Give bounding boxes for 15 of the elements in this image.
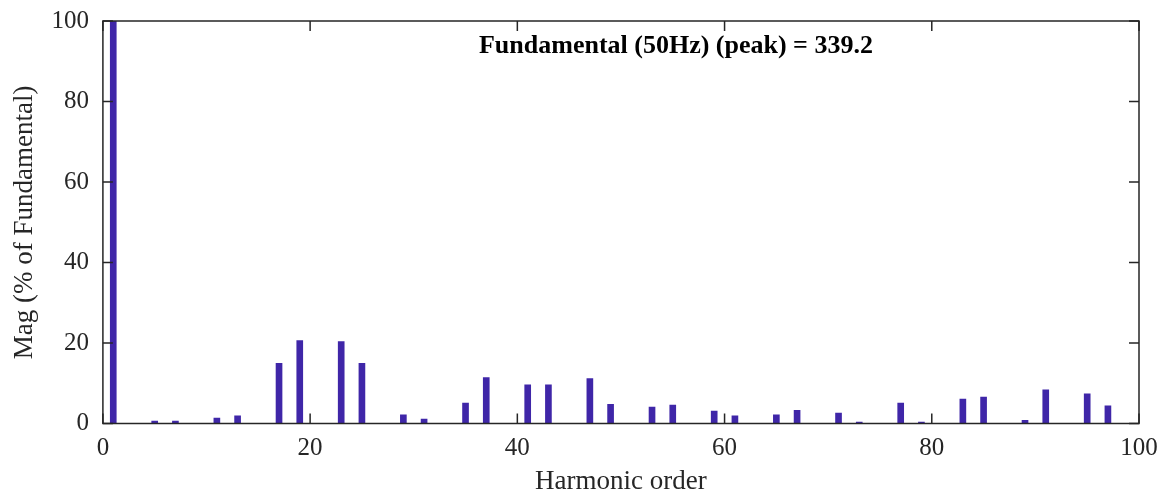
x-tick-label: 80 bbox=[919, 433, 945, 461]
annotation: Fundamental (50Hz) (peak) = 339.2 bbox=[478, 29, 873, 59]
x-tick-label: 0 bbox=[96, 433, 110, 461]
x-tick-label: 100 bbox=[1120, 433, 1158, 461]
x-axis-title: Harmonic order bbox=[535, 464, 707, 495]
y-tick-label: 100 bbox=[51, 5, 89, 33]
y-tick-label: 40 bbox=[63, 247, 89, 275]
y-axis-title: Mag (% of Fundamental) bbox=[8, 85, 39, 360]
x-tick-label: 40 bbox=[504, 433, 530, 461]
y-tick-label: 0 bbox=[76, 408, 89, 436]
y-tick-label: 80 bbox=[63, 86, 89, 114]
y-tick-label: 20 bbox=[63, 327, 89, 355]
x-tick-label: 20 bbox=[297, 433, 323, 461]
x-tick-label: 60 bbox=[712, 433, 738, 461]
y-tick-label: 60 bbox=[63, 166, 89, 194]
